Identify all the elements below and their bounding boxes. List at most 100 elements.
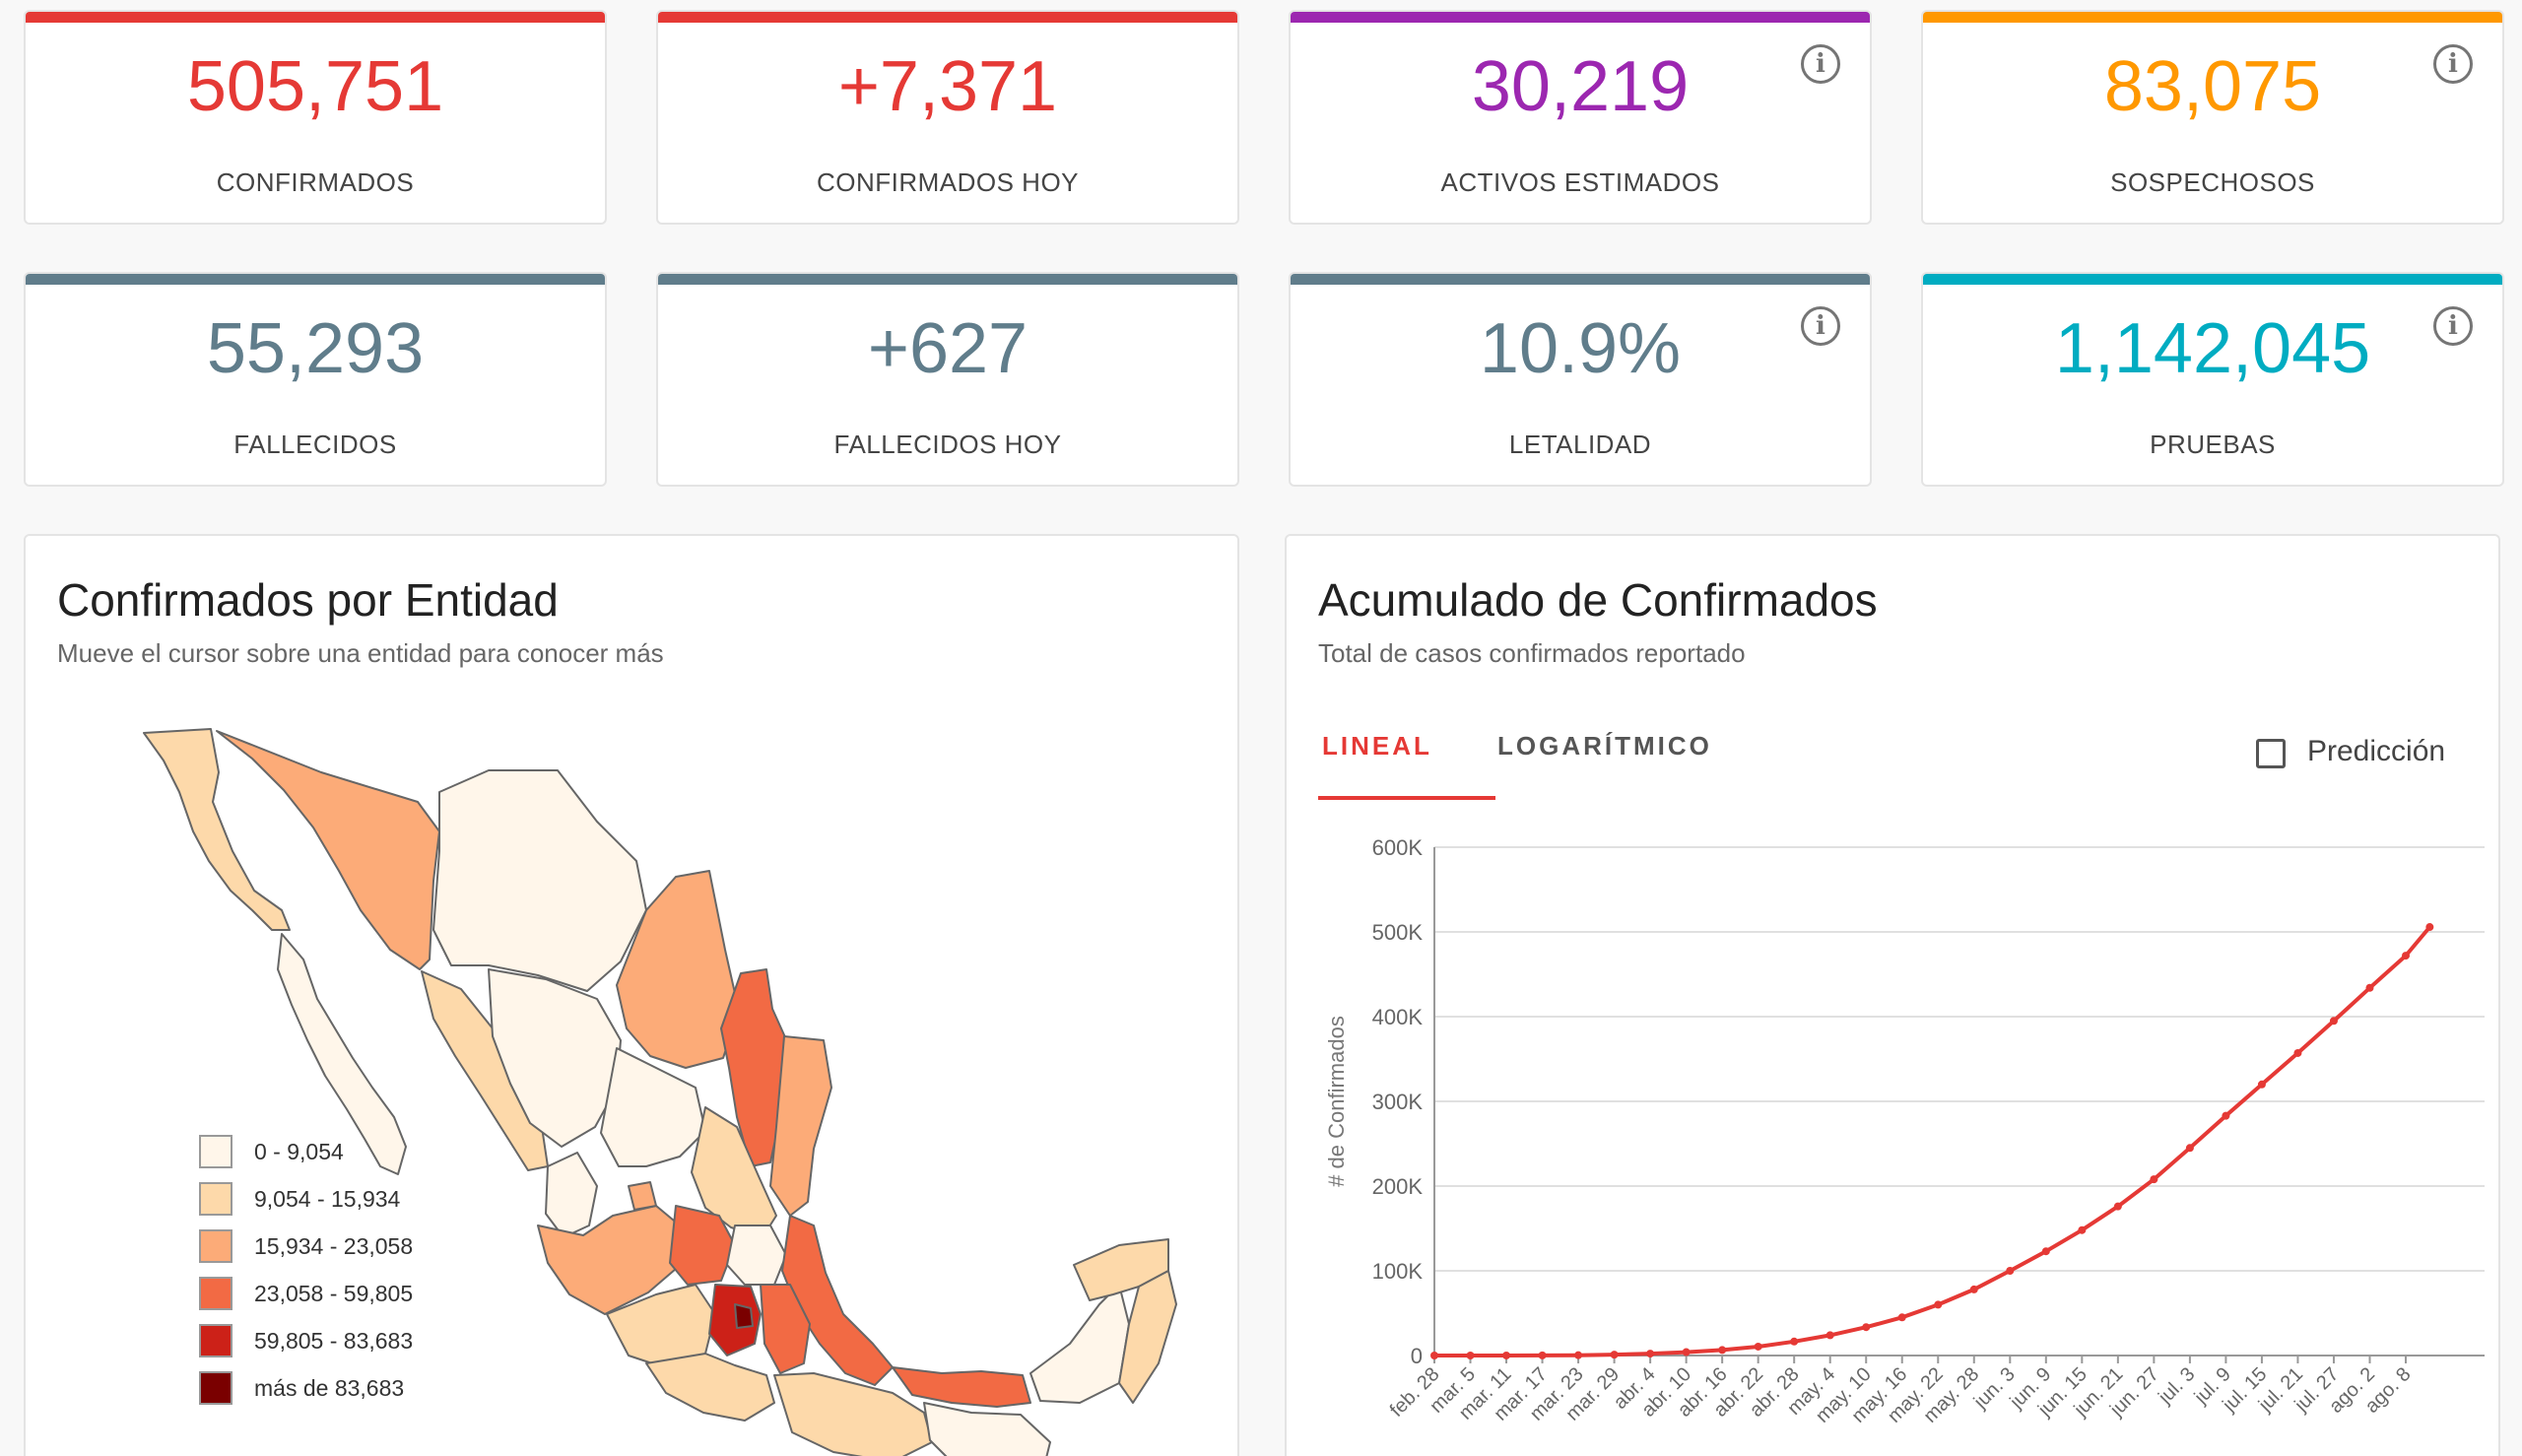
tab-indicator	[1318, 796, 1495, 800]
tab-logaritmico[interactable]: LOGARÍTMICO	[1497, 731, 1712, 761]
data-point[interactable]	[1646, 1350, 1655, 1358]
stat-card-confirmados-hoy: +7,371 CONFIRMADOS HOY	[656, 10, 1239, 225]
data-point[interactable]	[2402, 952, 2410, 960]
data-point[interactable]	[1466, 1351, 1475, 1359]
state-durango[interactable]	[488, 968, 622, 1148]
line-chart: 0 100K 200K 300K 400K 500K 600K # de Confirmado…	[1324, 835, 2485, 1427]
state-cdmx[interactable]	[734, 1303, 754, 1329]
state-chiapas[interactable]	[923, 1402, 1051, 1456]
state-estado-de-mexico[interactable]	[708, 1284, 762, 1357]
data-point[interactable]	[1718, 1346, 1727, 1355]
state-nuevo-leon[interactable]	[720, 968, 791, 1167]
legend-item: 59,805 - 83,683	[199, 1324, 495, 1357]
stat-value: 83,075	[2103, 47, 2322, 126]
stat-value: +627	[867, 309, 1029, 388]
tab-lineal[interactable]: LINEAL	[1322, 731, 1432, 761]
legend-item: 23,058 - 59,805	[199, 1277, 495, 1310]
data-point[interactable]	[2041, 1247, 2050, 1256]
y-tick-label: 0	[1411, 1344, 1423, 1368]
y-tick-label: 400K	[1372, 1005, 1424, 1029]
state-tabasco[interactable]	[892, 1366, 1031, 1408]
state-campeche[interactable]	[1029, 1284, 1130, 1404]
state-puebla[interactable]	[760, 1284, 811, 1374]
stat-label: FALLECIDOS HOY	[833, 430, 1062, 459]
stat-accent-bar	[1923, 274, 2502, 285]
data-point[interactable]	[2222, 1111, 2230, 1120]
state-quintana-roo[interactable]	[1118, 1270, 1177, 1404]
data-point[interactable]	[2365, 983, 2374, 992]
info-icon[interactable]: i	[1801, 306, 1840, 346]
state-guanajuato[interactable]	[669, 1205, 736, 1286]
chart-panel: Acumulado de Confirmados Total de casos …	[1285, 534, 2500, 1456]
state-sinaloa[interactable]	[421, 970, 549, 1171]
stat-value: 30,219	[1471, 47, 1690, 126]
map-title: Confirmados por Entidad	[57, 574, 559, 626]
stat-card-fallecidos: 55,293 FALLECIDOS	[24, 272, 607, 487]
stat-card-sospechosos: 83,075 SOSPECHOSOS i	[1921, 10, 2504, 225]
stat-value: 10.9%	[1479, 309, 1682, 388]
prediccion-checkbox[interactable]	[2256, 739, 2286, 768]
y-tick-label: 600K	[1372, 835, 1424, 860]
stat-card-confirmados: 505,751 CONFIRMADOS	[24, 10, 607, 225]
data-point[interactable]	[1862, 1323, 1871, 1332]
data-point[interactable]	[1502, 1351, 1511, 1359]
legend-item: más de 83,683	[199, 1371, 495, 1405]
state-guerrero[interactable]	[645, 1353, 775, 1422]
data-point[interactable]	[2425, 923, 2434, 932]
info-icon[interactable]: i	[2433, 44, 2473, 84]
y-axis-label: # de Confirmados	[1324, 1016, 1349, 1187]
data-point[interactable]	[2078, 1225, 2087, 1234]
data-point[interactable]	[1610, 1351, 1619, 1359]
stat-accent-bar	[1923, 12, 2502, 23]
state-sonora[interactable]	[216, 730, 440, 970]
state-tamaulipas[interactable]	[769, 1035, 832, 1217]
state-chihuahua[interactable]	[432, 769, 647, 992]
data-point[interactable]	[1430, 1352, 1438, 1359]
map-panel: Confirmados por Entidad Mueve el cursor …	[24, 534, 1239, 1456]
data-point[interactable]	[1538, 1351, 1547, 1359]
data-point[interactable]	[1825, 1331, 1834, 1340]
legend-swatch	[199, 1229, 232, 1263]
state-hidalgo[interactable]	[726, 1224, 787, 1286]
legend-item: 9,054 - 15,934	[199, 1182, 495, 1216]
data-point[interactable]	[1682, 1348, 1691, 1357]
legend-swatch	[199, 1182, 232, 1216]
legend-label: 0 - 9,054	[254, 1139, 344, 1164]
data-point[interactable]	[2006, 1267, 2015, 1275]
legend-label: 59,805 - 83,683	[254, 1328, 414, 1354]
legend-swatch	[199, 1277, 232, 1310]
y-tick-label: 100K	[1372, 1259, 1424, 1284]
prediccion-label[interactable]: Predicción	[2307, 735, 2446, 767]
data-point[interactable]	[1897, 1313, 1906, 1322]
data-point[interactable]	[1969, 1285, 1978, 1293]
state-nayarit[interactable]	[545, 1152, 598, 1238]
legend-label: 9,054 - 15,934	[254, 1186, 401, 1212]
state-baja-california-sur[interactable]	[277, 933, 407, 1175]
stat-accent-bar	[1291, 12, 1870, 23]
stat-value: 505,751	[186, 47, 444, 126]
data-point[interactable]	[1790, 1337, 1799, 1346]
data-point[interactable]	[2257, 1080, 2266, 1089]
info-icon[interactable]: i	[2433, 306, 2473, 346]
stat-label: PRUEBAS	[2150, 430, 2276, 459]
mexico-map[interactable]	[26, 536, 1239, 1456]
data-point[interactable]	[2113, 1202, 2122, 1211]
stat-label: SOSPECHOSOS	[2110, 167, 2315, 197]
stat-accent-bar	[1291, 274, 1870, 285]
stat-label: CONFIRMADOS	[216, 167, 415, 197]
data-point[interactable]	[2293, 1048, 2302, 1057]
state-coahuila[interactable]	[616, 870, 740, 1069]
data-point[interactable]	[2329, 1017, 2338, 1026]
data-point[interactable]	[1934, 1300, 1943, 1309]
info-icon[interactable]: i	[1801, 44, 1840, 84]
state-baja-california[interactable]	[143, 728, 291, 931]
stat-label: FALLECIDOS	[233, 430, 397, 459]
data-point[interactable]	[2185, 1144, 2194, 1153]
state-aguascalientes[interactable]	[628, 1181, 657, 1211]
legend-label: más de 83,683	[254, 1375, 405, 1401]
data-point[interactable]	[1754, 1342, 1762, 1351]
chart-title: Acumulado de Confirmados	[1318, 574, 1878, 626]
state-zacatecas[interactable]	[600, 1047, 706, 1167]
data-point[interactable]	[1574, 1351, 1583, 1359]
data-point[interactable]	[2150, 1175, 2158, 1184]
